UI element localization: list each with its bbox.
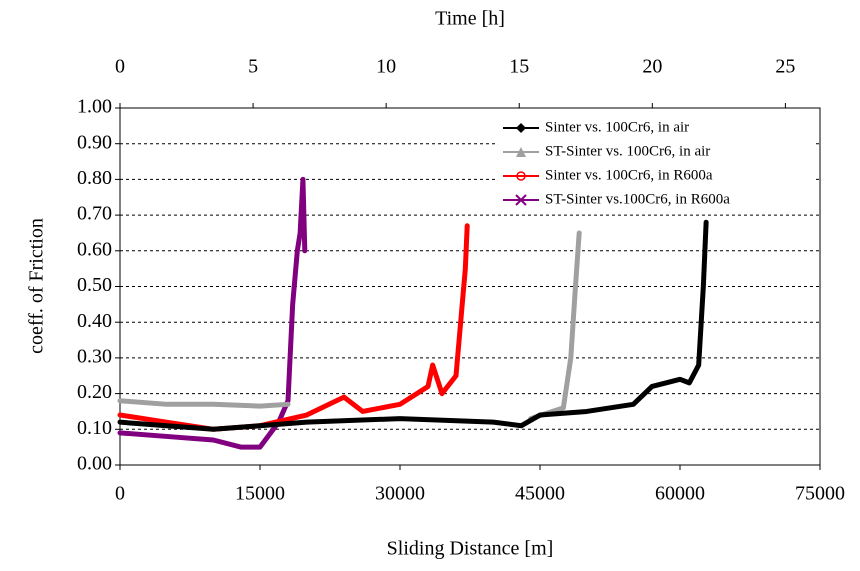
y-tick-label: 0.90	[77, 131, 112, 153]
legend-label: Sinter vs. 100Cr6, in air	[545, 119, 689, 135]
y-tick-label: 0.10	[77, 417, 112, 439]
legend-marker	[516, 171, 526, 181]
x-tick-label: 15000	[235, 483, 285, 505]
x-tick-label: 75000	[795, 483, 845, 505]
y-tick-label: 0.00	[77, 453, 112, 475]
legend-label: Sinter vs. 100Cr6, in R600a	[545, 167, 713, 183]
x2-tick-label: 20	[642, 56, 662, 78]
x2-tick-label: 10	[376, 56, 396, 78]
x-tick-label: 30000	[375, 483, 425, 505]
x2-axis-title: Time [h]	[435, 8, 505, 30]
series-line	[117, 230, 582, 422]
legend-marker	[516, 147, 526, 157]
series-line	[117, 219, 709, 432]
legend-label: ST-Sinter vs.100Cr6, in R600a	[545, 191, 730, 207]
x-tick-label: 45000	[515, 483, 565, 505]
y-tick-label: 0.20	[77, 381, 112, 403]
y-tick-label: 1.00	[77, 96, 112, 118]
y-tick-label: 0.80	[77, 167, 112, 189]
x-tick-label: 60000	[655, 483, 705, 505]
y-tick-label: 0.30	[77, 345, 112, 367]
legend-marker	[516, 123, 526, 133]
y-tick-label: 0.40	[77, 310, 112, 332]
y-axis-title: coeff. of Friction	[26, 218, 48, 354]
x2-tick-label: 0	[115, 56, 125, 78]
x-tick-label: 0	[115, 483, 125, 505]
y-tick-label: 0.70	[77, 203, 112, 225]
x2-tick-label: 15	[509, 56, 529, 78]
x2-tick-label: 25	[775, 56, 795, 78]
legend-label: ST-Sinter vs. 100Cr6, in air	[545, 143, 710, 159]
legend: Sinter vs. 100Cr6, in air ST-Sinter vs. 1…	[495, 114, 815, 214]
y-tick-label: 0.50	[77, 274, 112, 296]
legend-box	[495, 114, 815, 214]
legend-marker	[515, 194, 527, 206]
y-tick-label: 0.60	[77, 238, 112, 260]
x2-tick-label: 5	[248, 56, 258, 78]
series-line	[117, 176, 308, 450]
x-axis-title: Sliding Distance [m]	[387, 538, 554, 560]
